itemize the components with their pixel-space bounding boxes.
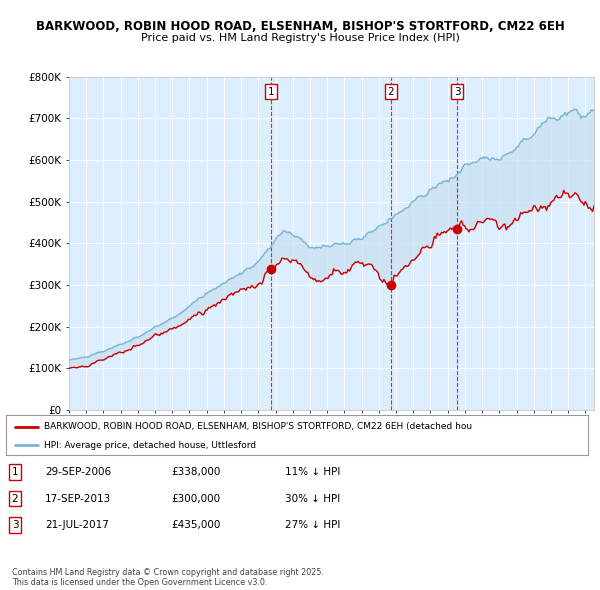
Text: 27% ↓ HPI: 27% ↓ HPI	[285, 520, 340, 530]
Text: 29-SEP-2006: 29-SEP-2006	[45, 467, 111, 477]
Text: 3: 3	[454, 87, 460, 97]
Text: 2: 2	[388, 87, 394, 97]
Text: HPI: Average price, detached house, Uttlesford: HPI: Average price, detached house, Uttl…	[44, 441, 256, 450]
Text: 1: 1	[268, 87, 275, 97]
Text: 3: 3	[11, 520, 19, 530]
Text: 1: 1	[11, 467, 19, 477]
Text: £300,000: £300,000	[171, 494, 220, 503]
Text: 17-SEP-2013: 17-SEP-2013	[45, 494, 111, 503]
Text: BARKWOOD, ROBIN HOOD ROAD, ELSENHAM, BISHOP'S STORTFORD, CM22 6EH: BARKWOOD, ROBIN HOOD ROAD, ELSENHAM, BIS…	[35, 20, 565, 33]
Text: 30% ↓ HPI: 30% ↓ HPI	[285, 494, 340, 503]
Text: Contains HM Land Registry data © Crown copyright and database right 2025.
This d: Contains HM Land Registry data © Crown c…	[12, 568, 324, 587]
Text: £338,000: £338,000	[171, 467, 220, 477]
Text: Price paid vs. HM Land Registry's House Price Index (HPI): Price paid vs. HM Land Registry's House …	[140, 34, 460, 43]
Text: 2: 2	[11, 494, 19, 503]
Text: £435,000: £435,000	[171, 520, 220, 530]
Text: BARKWOOD, ROBIN HOOD ROAD, ELSENHAM, BISHOP'S STORTFORD, CM22 6EH (detached hou: BARKWOOD, ROBIN HOOD ROAD, ELSENHAM, BIS…	[44, 422, 472, 431]
Text: 21-JUL-2017: 21-JUL-2017	[45, 520, 109, 530]
Text: 11% ↓ HPI: 11% ↓ HPI	[285, 467, 340, 477]
